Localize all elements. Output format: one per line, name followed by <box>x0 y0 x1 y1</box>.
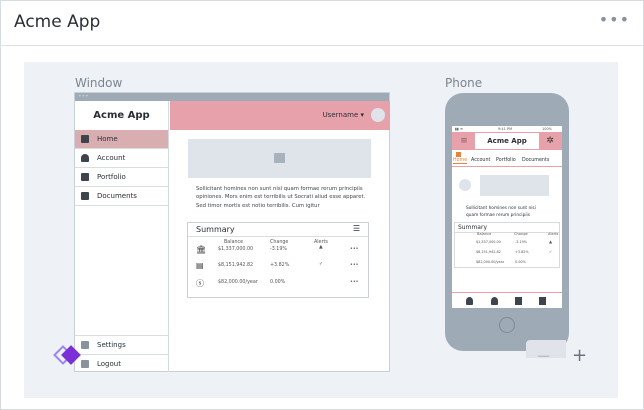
gear-icon[interactable]: ✲ <box>539 133 561 149</box>
row-menu-button[interactable]: ••• <box>350 280 359 285</box>
top-bar: Username ▾ <box>170 101 390 130</box>
phone-tabs: Home Account Portfolio Documents <box>452 158 562 167</box>
window-mockup: ••• Acme App Home Account Portfolio Docu… <box>74 92 390 372</box>
app-title: Acme App <box>14 12 101 32</box>
check-icon: ✓ <box>549 249 553 254</box>
more-menu-button[interactable]: ••• <box>598 10 630 29</box>
portfolio-icon: ▤ <box>196 261 204 270</box>
column-header: Change <box>270 240 289 245</box>
nav-label: Portfolio <box>97 173 126 181</box>
phone-bottom-nav <box>452 292 562 308</box>
summary-card: Summary ☰ Balance Change Alerts 🏛 $1,337,… <box>187 222 369 298</box>
briefcase-icon <box>81 173 89 181</box>
change-value: 0.00% <box>270 280 286 285</box>
image-icon <box>274 153 285 163</box>
balance-value: $8,151,942.82 <box>476 250 501 254</box>
alert-icon: ▲ <box>549 239 553 244</box>
summary-title: Summary <box>196 225 235 234</box>
summary-card: Summary Balance Change Alerts $1,337,000… <box>454 222 560 268</box>
page-fold <box>526 340 566 358</box>
nav-label: Settings <box>97 341 126 349</box>
row-menu-button[interactable]: ••• <box>350 263 359 268</box>
filter-sliders-icon[interactable]: ☰ <box>352 224 360 233</box>
column-header: Balance <box>477 232 492 236</box>
body-text: Sollicitant homines non sunt nisi quam f… <box>466 206 536 218</box>
column-header: Change <box>514 232 528 236</box>
phone-mockup: ▮▮ ≋ 9:41 PM 100% ≡ Acme App ✲ Home Acco… <box>445 93 569 351</box>
signal-icon: ▮▮ ≋ <box>455 127 463 131</box>
balance-value: $1,337,000.00 <box>476 240 501 244</box>
summary-title: Summary <box>455 223 559 233</box>
alert-icon: ▲ <box>319 245 323 250</box>
document-icon[interactable] <box>515 297 522 305</box>
window-label: Window <box>75 76 123 90</box>
sidebar-item-portfolio[interactable]: Portfolio <box>75 168 168 187</box>
status-time: 9:41 PM <box>498 127 513 131</box>
image-placeholder <box>188 139 371 178</box>
logout-icon <box>81 360 89 368</box>
change-value: 0.00% <box>515 260 526 264</box>
user-icon[interactable] <box>466 297 473 305</box>
window-titlebar: ••• <box>75 93 389 101</box>
document-icon <box>81 192 89 200</box>
sidebar: Acme App Home Account Portfolio Document… <box>75 101 169 372</box>
gear-icon <box>81 341 89 349</box>
change-value: -3.19% <box>270 247 287 252</box>
body-text: Sollicitant homines non sunt nisi quam f… <box>196 186 366 209</box>
balance-value: $82,000.00/year <box>476 260 505 264</box>
column-header: Alerts <box>548 232 559 236</box>
home-icon <box>81 135 89 143</box>
app-header: Acme App ••• <box>0 0 644 46</box>
sidebar-item-documents[interactable]: Documents <box>75 187 168 206</box>
change-value: +3.82% <box>515 250 529 254</box>
user-icon <box>81 154 89 162</box>
sidebar-brand: Acme App <box>93 110 150 121</box>
balance-value: $1,337,000.00 <box>218 247 254 252</box>
avatar[interactable] <box>459 179 471 191</box>
change-value: -3.19% <box>515 240 527 244</box>
phone-brand: Acme App <box>487 137 527 145</box>
nav-label: Home <box>97 135 118 143</box>
tab-portfolio[interactable]: Portfolio <box>496 158 516 163</box>
sidebar-item-logout[interactable]: Logout <box>75 355 169 374</box>
balance-value: $82,000.00/year <box>218 280 258 285</box>
image-placeholder <box>480 175 549 196</box>
phone-label: Phone <box>445 76 483 90</box>
sidebar-item-settings[interactable]: Settings <box>75 336 169 355</box>
change-value: +3.82% <box>270 263 290 268</box>
avatar[interactable] <box>371 108 385 122</box>
dollar-icon: ⓢ <box>196 279 204 288</box>
column-header: Balance <box>224 240 244 245</box>
battery-status: 100% <box>542 127 553 131</box>
hamburger-menu-icon[interactable]: ≡ <box>453 133 475 149</box>
zoom-out-button[interactable]: − <box>536 346 552 367</box>
nav-label: Account <box>97 154 126 162</box>
tab-documents[interactable]: Documents <box>522 158 550 163</box>
tab-home[interactable]: Home <box>453 158 468 164</box>
zoom-in-button[interactable]: + <box>572 345 588 366</box>
sidebar-item-account[interactable]: Account <box>75 149 168 168</box>
check-icon: ✓ <box>319 262 324 267</box>
bank-icon: 🏛 <box>196 245 207 254</box>
column-header: Alerts <box>314 240 328 245</box>
username-dropdown[interactable]: Username ▾ <box>322 111 364 119</box>
sidebar-item-home[interactable]: Home <box>75 130 168 149</box>
document-icon[interactable] <box>539 297 546 305</box>
coffee-icon <box>456 152 461 157</box>
home-button <box>499 317 515 333</box>
row-menu-button[interactable]: ••• <box>350 247 359 252</box>
tab-account[interactable]: Account <box>471 158 491 163</box>
phone-screen: ▮▮ ≋ 9:41 PM 100% ≡ Acme App ✲ Home Acco… <box>452 126 562 308</box>
phone-topbar: ≡ Acme App ✲ <box>452 132 562 150</box>
user-icon[interactable] <box>491 297 498 305</box>
nav-label: Logout <box>97 360 121 368</box>
balance-value: $8,151,942.82 <box>218 263 254 268</box>
nav-label: Documents <box>97 192 137 200</box>
